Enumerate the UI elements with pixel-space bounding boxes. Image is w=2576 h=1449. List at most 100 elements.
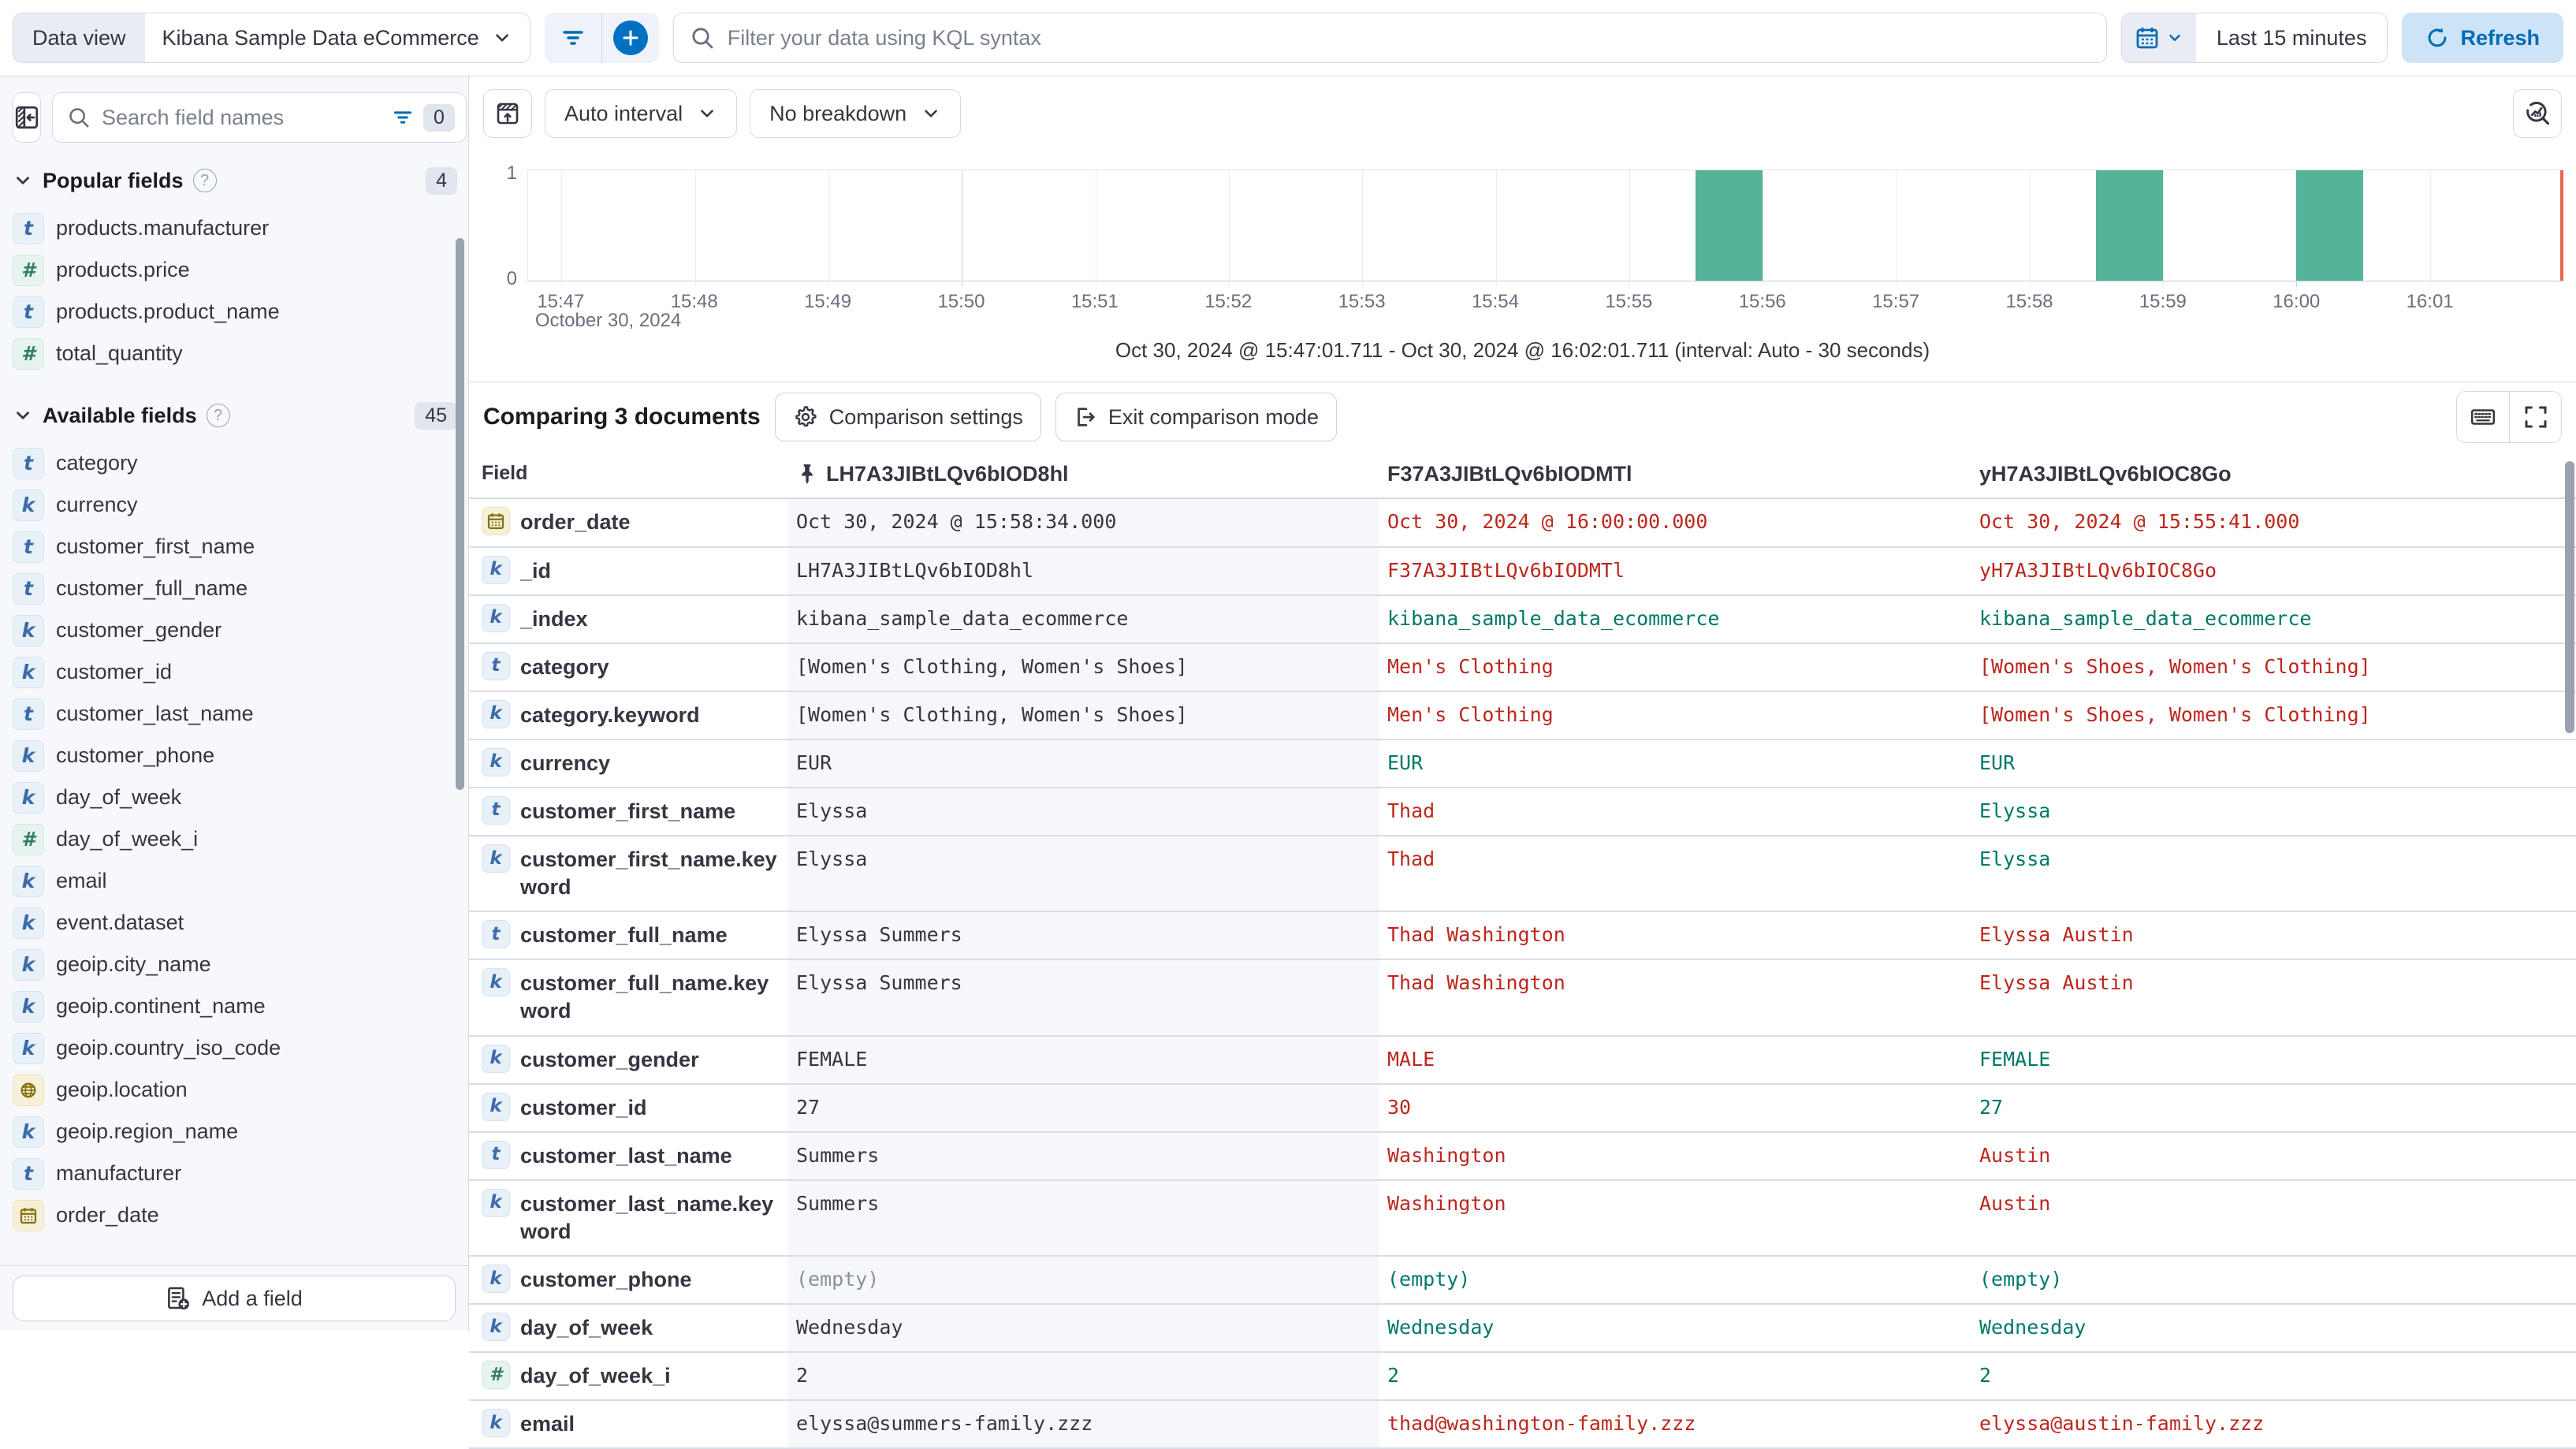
field-name-cell[interactable]: k _id	[469, 548, 788, 594]
field-item-order_date[interactable]: order_date	[13, 1194, 457, 1236]
value-cell[interactable]: [Women's Shoes, Women's Clothing]	[1979, 654, 2371, 678]
field-name-cell[interactable]: k day_of_week	[469, 1305, 788, 1351]
value-cell[interactable]: thad@washington-family.zzz	[1387, 1412, 1696, 1436]
value-cell[interactable]: Oct 30, 2024 @ 15:58:34.000	[788, 499, 1379, 546]
value-cell[interactable]: elyssa@austin-family.zzz	[1979, 1412, 2265, 1436]
field-item-geoip.city_name[interactable]: k geoip.city_name	[13, 944, 457, 985]
doc-column-header-pinned[interactable]: LH7A3JIBtLQv6bIOD8hl	[788, 452, 1379, 497]
keyboard-shortcuts-button[interactable]	[2457, 392, 2509, 442]
field-item-currency[interactable]: k currency	[13, 484, 457, 526]
value-cell[interactable]: Oct 30, 2024 @ 15:55:41.000	[1979, 510, 2300, 534]
table-scrollbar[interactable]	[2565, 461, 2574, 733]
value-cell[interactable]: Elyssa	[788, 836, 1379, 911]
value-cell[interactable]: Elyssa	[1979, 847, 2051, 871]
value-cell[interactable]: Wednesday	[1979, 1316, 2086, 1339]
value-cell[interactable]: (empty)	[1979, 1268, 2063, 1291]
value-cell[interactable]: (empty)	[1387, 1268, 1471, 1291]
value-cell[interactable]: 2	[788, 1353, 1379, 1400]
field-name-cell[interactable]: k customer_last_name.keyword	[469, 1181, 788, 1255]
field-item-products.manufacturer[interactable]: t products.manufacturer	[13, 207, 457, 249]
field-name-cell[interactable]: k currency	[469, 740, 788, 787]
field-column-header[interactable]: Field	[482, 462, 528, 485]
value-cell[interactable]: Summers	[788, 1132, 1379, 1179]
exit-comparison-button[interactable]: Exit comparison mode	[1055, 393, 1337, 441]
sidebar-scrollbar[interactable]	[456, 238, 464, 790]
value-cell[interactable]: 27	[788, 1084, 1379, 1131]
time-range-value[interactable]: Last 15 minutes	[2216, 25, 2367, 50]
field-item-total_quantity[interactable]: # total_quantity	[13, 333, 457, 374]
field-name-cell[interactable]: t customer_first_name	[469, 788, 788, 835]
field-name-cell[interactable]: k customer_id	[469, 1085, 788, 1131]
value-cell[interactable]: Men's Clothing	[1387, 654, 1554, 678]
value-cell[interactable]: Thad	[1387, 799, 1435, 822]
value-cell[interactable]: FEMALE	[1979, 1047, 2051, 1071]
field-item-manufacturer[interactable]: t manufacturer	[13, 1153, 457, 1194]
value-cell[interactable]: Austin	[1979, 1143, 2051, 1167]
field-item-day_of_week[interactable]: k day_of_week	[13, 777, 457, 818]
filter-list-button[interactable]	[545, 13, 601, 63]
value-cell[interactable]: Thad Washington	[1387, 923, 1565, 947]
value-cell[interactable]: Washington	[1387, 1143, 1506, 1167]
value-cell[interactable]: FEMALE	[788, 1036, 1379, 1083]
add-field-button[interactable]: Add a field	[13, 1276, 456, 1321]
value-cell[interactable]: Elyssa	[1979, 799, 2051, 822]
collapse-sidebar-button[interactable]	[13, 92, 41, 143]
value-cell[interactable]: 27	[1979, 1095, 2004, 1119]
add-filter-button[interactable]	[602, 13, 659, 63]
field-item-customer_phone[interactable]: k customer_phone	[13, 735, 457, 777]
value-cell[interactable]: EUR	[1387, 751, 1424, 774]
value-cell[interactable]: Men's Clothing	[1387, 702, 1554, 726]
value-cell[interactable]: Elyssa Summers	[788, 960, 1379, 1035]
value-cell[interactable]: Washington	[1387, 1191, 1506, 1215]
value-cell[interactable]: Wednesday	[788, 1305, 1379, 1352]
field-item-geoip.continent_name[interactable]: k geoip.continent_name	[13, 985, 457, 1027]
field-search-box[interactable]: 0	[52, 92, 467, 143]
field-name-cell[interactable]: k customer_first_name.keyword	[469, 836, 788, 911]
value-cell[interactable]: LH7A3JIBtLQv6bIOD8hl	[788, 547, 1379, 594]
histogram-bar-16:00:00[interactable]	[2296, 170, 2364, 281]
refresh-button[interactable]: Refresh	[2402, 13, 2563, 63]
value-cell[interactable]: Summers	[788, 1180, 1379, 1256]
field-item-geoip.location[interactable]: geoip.location	[13, 1069, 457, 1111]
data-view-picker[interactable]: Kibana Sample Data eCommerce	[145, 13, 530, 62]
value-cell[interactable]: elyssa@summers-family.zzz	[788, 1401, 1379, 1448]
field-filter-icon[interactable]	[392, 106, 414, 129]
value-cell[interactable]: Thad Washington	[1387, 971, 1565, 995]
value-cell[interactable]: Elyssa	[788, 788, 1379, 836]
value-cell[interactable]: F37A3JIBtLQv6bIODMTl	[1387, 558, 1625, 582]
value-cell[interactable]: Elyssa Austin	[1979, 971, 2134, 995]
field-item-email[interactable]: k email	[13, 860, 457, 902]
value-cell[interactable]: EUR	[788, 739, 1379, 787]
field-item-products.price[interactable]: # products.price	[13, 249, 457, 291]
field-item-category[interactable]: t category	[13, 442, 457, 484]
hide-chart-button[interactable]	[483, 89, 532, 138]
doc-column-header[interactable]: yH7A3JIBtLQv6bIOC8Go	[1971, 452, 2563, 497]
value-cell[interactable]: kibana_sample_data_ecommerce	[788, 595, 1379, 643]
field-item-products.product_name[interactable]: t products.product_name	[13, 291, 457, 333]
value-cell[interactable]: [Women's Clothing, Women's Shoes]	[788, 643, 1379, 691]
interval-dropdown[interactable]: Auto interval	[545, 89, 738, 138]
value-cell[interactable]: kibana_sample_data_ecommerce	[1387, 606, 1720, 630]
field-name-cell[interactable]: t customer_full_name	[469, 912, 788, 959]
value-cell[interactable]: Thad	[1387, 847, 1435, 871]
value-cell[interactable]: Elyssa Summers	[788, 912, 1379, 959]
field-search-input[interactable]	[100, 104, 382, 131]
field-item-customer_full_name[interactable]: t customer_full_name	[13, 568, 457, 609]
field-name-cell[interactable]: k customer_gender	[469, 1037, 788, 1083]
field-item-geoip.country_iso_code[interactable]: k geoip.country_iso_code	[13, 1027, 457, 1069]
field-name-cell[interactable]: t customer_last_name	[469, 1133, 788, 1179]
comparison-settings-button[interactable]: Comparison settings	[774, 393, 1041, 441]
value-cell[interactable]: 2	[1979, 1364, 1992, 1388]
histogram-bar-15:55:30[interactable]	[1696, 170, 1763, 281]
edit-visualization-button[interactable]	[2513, 89, 2562, 138]
chart-plot-area[interactable]: 1 0	[507, 164, 2563, 289]
field-name-cell[interactable]: order_date	[469, 499, 788, 546]
value-cell[interactable]: [Women's Shoes, Women's Clothing]	[1979, 702, 2371, 726]
field-name-cell[interactable]: k category.keyword	[469, 692, 788, 739]
date-picker-quick-menu[interactable]	[2121, 13, 2196, 62]
value-cell[interactable]: kibana_sample_data_ecommerce	[1979, 606, 2312, 630]
field-item-customer_last_name[interactable]: t customer_last_name	[13, 693, 457, 735]
value-cell[interactable]: 30	[1387, 1095, 1412, 1119]
value-cell[interactable]: Austin	[1979, 1191, 2051, 1215]
field-item-customer_gender[interactable]: k customer_gender	[13, 609, 457, 651]
